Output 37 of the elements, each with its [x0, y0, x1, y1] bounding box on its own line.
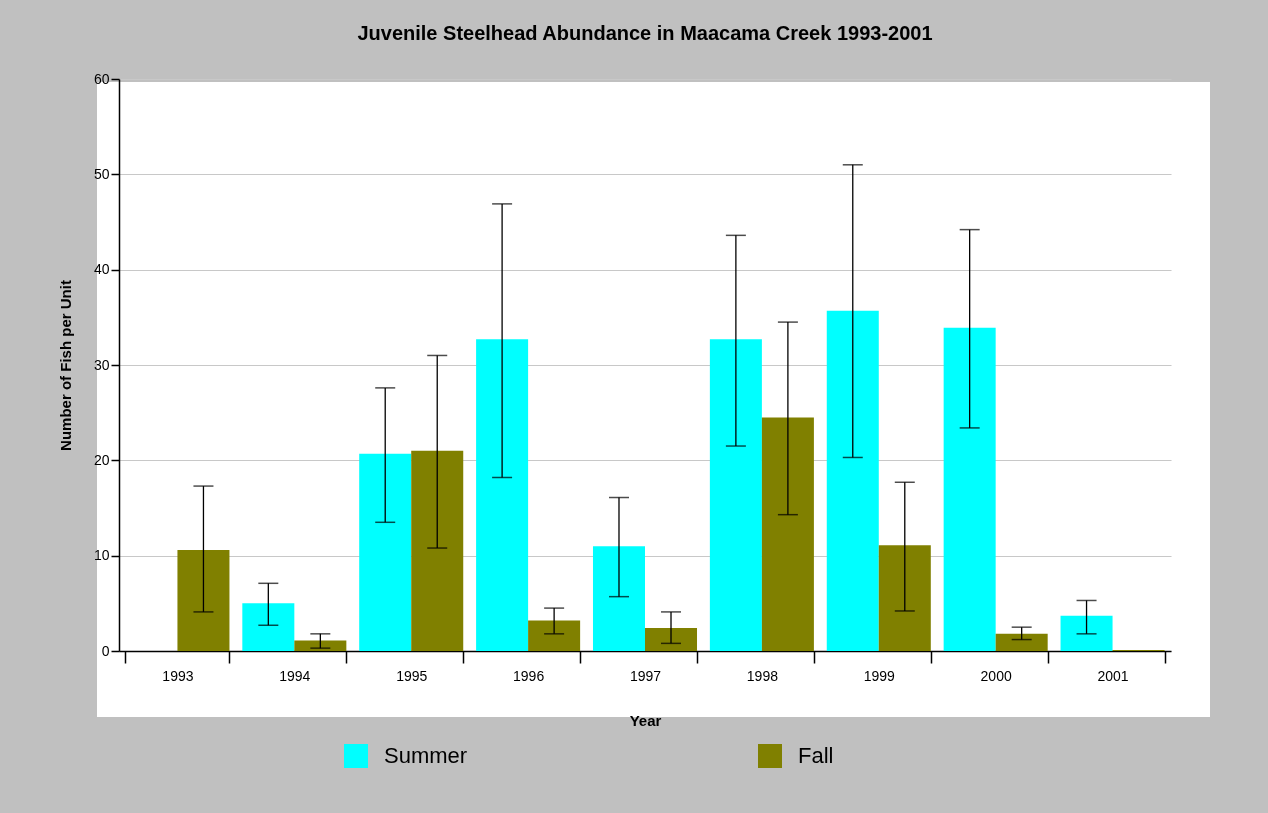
- x-tick-label: 1995: [396, 667, 428, 684]
- y-tick-label: 60: [93, 70, 110, 87]
- x-tick-label: 2000: [980, 667, 1012, 684]
- y-tick-label: 20: [93, 451, 110, 468]
- y-tick-label: 0: [101, 642, 110, 659]
- bar: [359, 453, 412, 651]
- bar: [1060, 615, 1113, 651]
- bar: [826, 310, 879, 651]
- x-tick-label: 2001: [1097, 667, 1129, 684]
- y-tick-label: 30: [93, 356, 110, 373]
- bar: [242, 603, 295, 651]
- bar: [411, 450, 464, 651]
- y-tick-label: 40: [93, 261, 110, 278]
- x-tick-label: 1996: [513, 667, 545, 684]
- bar: [761, 417, 814, 651]
- bar: [878, 545, 931, 651]
- y-axis-title: Number of Fish per Unit: [56, 280, 74, 451]
- bar: [995, 633, 1048, 651]
- x-tick-label: 1999: [863, 667, 896, 684]
- x-tick-label: 1998: [746, 667, 779, 684]
- y-tick-label: 50: [93, 165, 110, 182]
- legend-label: Summer: [384, 743, 468, 768]
- chart-title: Juvenile Steelhead Abundance in Maacama Creek 1993-2001: [357, 22, 933, 44]
- x-tick-label: 1994: [279, 667, 311, 684]
- bar: [476, 339, 529, 651]
- bar: [177, 549, 230, 651]
- x-axis-title: Year: [629, 711, 662, 729]
- bar: [645, 628, 698, 651]
- legend-label: Fall: [798, 743, 834, 768]
- x-tick-label: 1993: [162, 667, 194, 684]
- bar: [592, 546, 645, 651]
- bar: [709, 339, 762, 651]
- bar: [528, 620, 581, 651]
- bar: [294, 640, 347, 651]
- bar: [943, 327, 996, 651]
- y-tick-label: 10: [93, 547, 110, 564]
- x-tick-label: 1997: [629, 667, 662, 684]
